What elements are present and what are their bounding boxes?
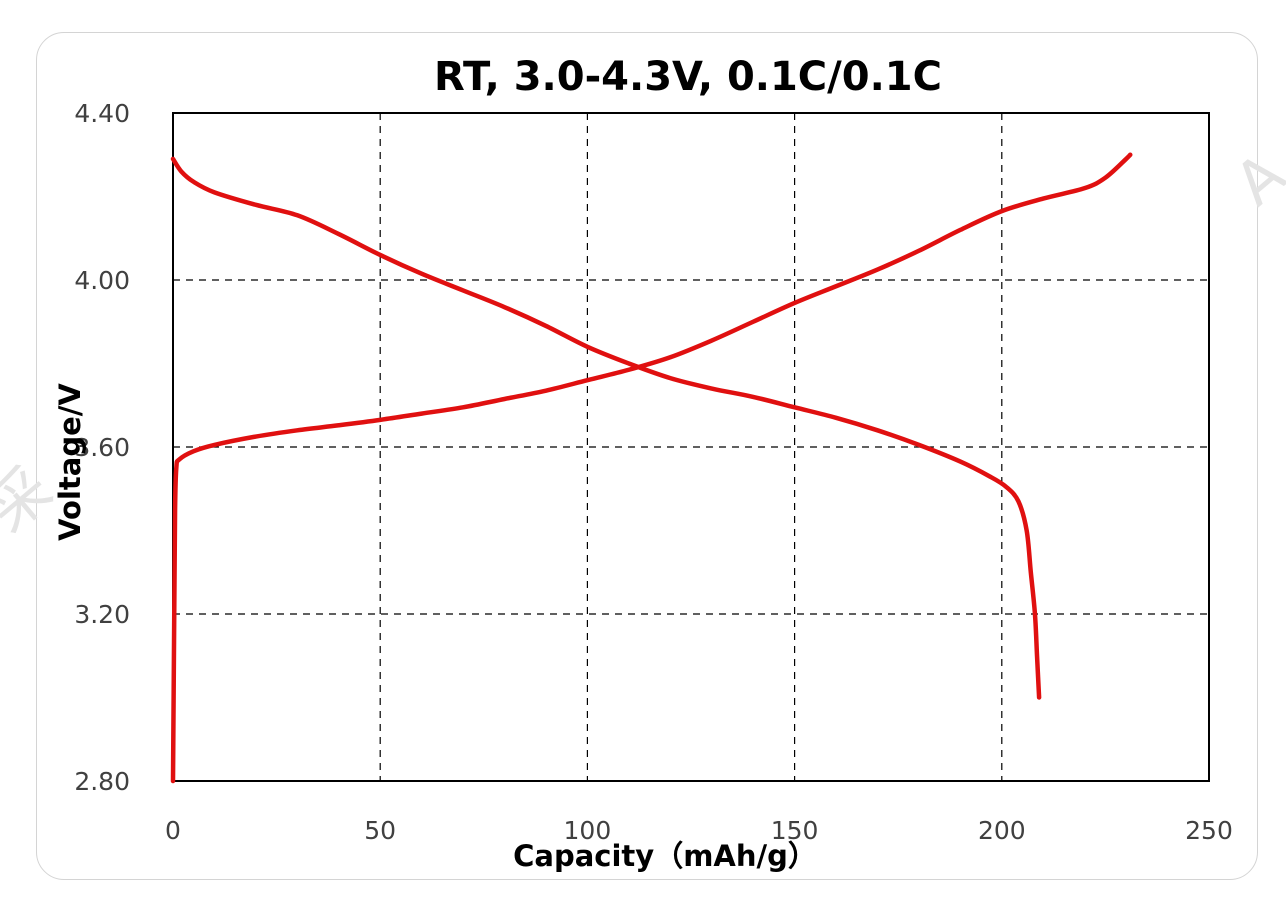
x-tick-label: 200 xyxy=(978,816,1026,845)
grid xyxy=(173,113,1209,781)
y-tick-label: 4.40 xyxy=(74,99,130,128)
watermark-right: A xyxy=(1222,140,1286,220)
charge-curve xyxy=(170,152,1133,784)
tick-labels: 0 50 100 150 200 250 2.80 3.20 3.60 4.00 4.40 xyxy=(74,99,1233,845)
x-tick-label: 0 xyxy=(165,816,181,845)
y-axis-label: Voltage/V xyxy=(53,383,87,541)
chart-title: RT, 3.0-4.3V, 0.1C/0.1C xyxy=(434,54,942,100)
y-tick-label: 4.00 xyxy=(74,266,130,295)
x-tick-label: 50 xyxy=(364,816,396,845)
x-tick-label: 150 xyxy=(771,816,819,845)
x-tick-label: 250 xyxy=(1185,816,1233,845)
y-tick-label: 3.20 xyxy=(74,600,130,629)
discharge-curve xyxy=(170,156,1042,700)
x-tick-label: 100 xyxy=(564,816,612,845)
x-axis-label: Capacity（mAh/g） xyxy=(513,839,817,873)
chart-frame xyxy=(36,32,1258,880)
series-group xyxy=(170,152,1133,784)
plot-area-border xyxy=(172,112,1210,782)
y-tick-label: 3.60 xyxy=(74,433,130,462)
y-tick-label: 2.80 xyxy=(74,767,130,796)
